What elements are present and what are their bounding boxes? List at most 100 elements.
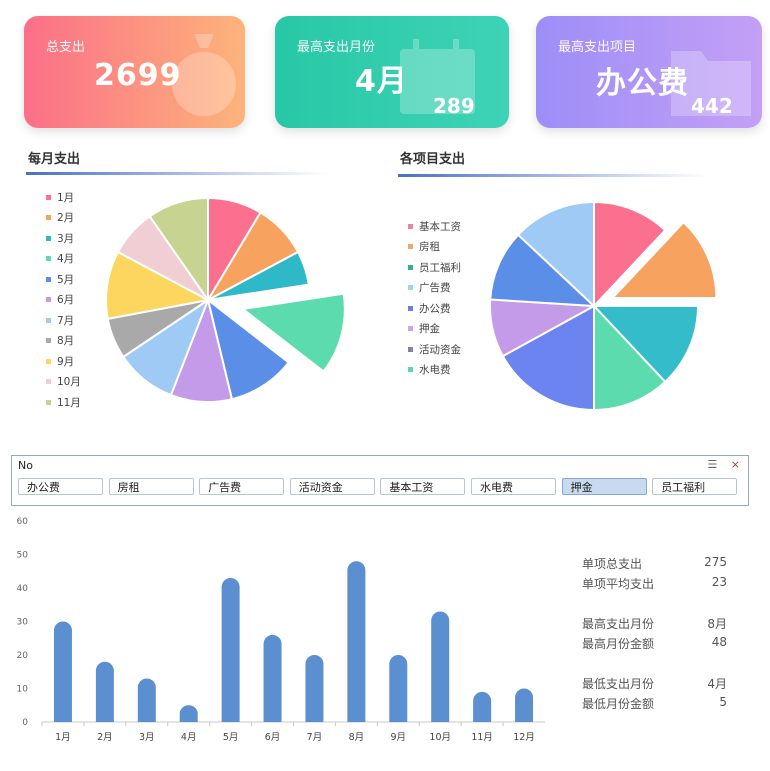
- total-expense-value: 2699: [94, 58, 182, 93]
- bar-chart-x-tick: 5月: [223, 732, 239, 743]
- monthly-legend-item: 11月: [46, 392, 81, 413]
- money-bag-icon: [172, 34, 236, 116]
- monthly-legend-swatch: [46, 194, 51, 200]
- monthly-pie-slice: [105, 250, 211, 321]
- bar-chart-x-tick: 10月: [429, 732, 451, 743]
- monthly-legend-item: 9月: [46, 351, 81, 372]
- single-total-value: 275: [704, 555, 727, 569]
- bar: [53, 621, 72, 722]
- item-legend-item: 员工福利: [408, 257, 461, 278]
- top-month-label: 最高支出月份: [297, 40, 376, 55]
- bar-chart-x-tick: 1月: [55, 732, 71, 743]
- monthly-legend-item: 8月: [46, 331, 81, 352]
- monthly-pie-slice: [206, 297, 291, 401]
- monthly-legend-item: 6月: [46, 290, 81, 311]
- bar: [263, 634, 282, 722]
- slicer-header: No: [18, 459, 33, 472]
- item-pie-slice: [501, 304, 595, 412]
- monthly-legend-item: 10月: [46, 372, 81, 393]
- monthly-legend-item: 5月: [46, 269, 81, 290]
- monthly-title-underline: [26, 172, 326, 175]
- bar-chart-y-tick: 40: [17, 584, 29, 594]
- slicer-option[interactable]: 广告费: [199, 478, 285, 495]
- bar-chart-x-tick: 8月: [349, 732, 365, 743]
- monthly-legend-label: 3月: [57, 232, 75, 245]
- slicer-option[interactable]: 员工福利: [652, 478, 738, 495]
- slicer-option[interactable]: 水电费: [471, 478, 556, 495]
- bar: [515, 688, 534, 722]
- item-legend-swatch: [408, 346, 413, 352]
- item-legend-swatch: [408, 244, 413, 250]
- slicer-option[interactable]: 办公费: [18, 478, 103, 495]
- item-legend-item: 基本工资: [408, 216, 461, 237]
- slicer-option[interactable]: 基本工资: [380, 478, 466, 495]
- bar-chart-x-tick: 3月: [139, 732, 155, 743]
- top-month-amount: 289: [433, 94, 475, 118]
- monthly-legend-item: 3月: [46, 228, 81, 249]
- monthly-legend-item: 4月: [46, 249, 81, 270]
- monthly-legend-label: 10月: [57, 376, 81, 389]
- item-legend-label: 基本工资: [419, 220, 461, 233]
- monthly-legend-swatch: [46, 358, 51, 364]
- slicer-option[interactable]: 押金: [561, 478, 647, 495]
- single-avg-value: 23: [711, 575, 727, 589]
- item-legend-swatch: [408, 326, 413, 332]
- item-pie-slice: [593, 303, 667, 412]
- min-month-label: 最低支出月份: [582, 677, 655, 691]
- folder-icon: [671, 51, 751, 116]
- item-legend-label: 办公费: [419, 302, 451, 315]
- slicer-option[interactable]: 房租: [108, 478, 194, 495]
- item-pie-slice: [591, 305, 700, 384]
- total-expense-card: 总支出 2699: [24, 16, 245, 128]
- slicer-tools: ☰ ⨯: [707, 458, 740, 471]
- item-legend-label: 广告费: [419, 282, 451, 295]
- bar-chart-y-tick: 60: [17, 517, 29, 527]
- monthly-expense-title: 每月支出: [28, 152, 81, 167]
- slicer-option[interactable]: 活动资金: [289, 478, 375, 495]
- item-pie-legend: 基本工资 房租 员工福利 广告费 办公费 押金 活动资金 水电费: [408, 216, 461, 380]
- bar-chart-x-tick: 6月: [265, 732, 281, 743]
- top-month-value: 4月: [355, 64, 408, 99]
- bar: [389, 655, 408, 722]
- bar-chart-x-tick: 2月: [97, 732, 113, 743]
- bar-chart-y-tick: 30: [17, 618, 29, 628]
- item-legend-swatch: [408, 285, 413, 291]
- item-title-underline: [398, 174, 708, 177]
- single-avg-label: 单项平均支出: [582, 577, 655, 591]
- bar-chart-y-tick: 0: [22, 718, 28, 728]
- max-amount-label: 最高月份金额: [582, 637, 655, 651]
- item-legend-item: 水电费: [408, 360, 461, 381]
- monthly-legend-swatch: [46, 338, 51, 344]
- clear-filter-icon[interactable]: ⨯: [730, 458, 740, 471]
- item-legend-label: 水电费: [419, 364, 451, 377]
- monthly-pie-legend: 1月 2月 3月 4月 5月 6月 7月 8月 9月 10月 11月: [46, 187, 81, 413]
- monthly-legend-label: 6月: [57, 294, 75, 307]
- monthly-legend-swatch: [46, 379, 51, 385]
- bar: [137, 678, 156, 722]
- multi-select-icon[interactable]: ☰: [707, 458, 718, 471]
- bar-chart-y-tick: 10: [17, 685, 29, 695]
- bar-chart-x-tick: 11月: [471, 732, 493, 743]
- bar: [347, 561, 366, 722]
- single-total-label: 单项总支出: [582, 557, 643, 571]
- monthly-legend-label: 5月: [57, 273, 75, 286]
- bar-chart-x-tick: 12月: [513, 732, 535, 743]
- item-pie-chart: [489, 200, 718, 412]
- max-month-value: 8月: [707, 617, 727, 631]
- monthly-legend-label: 2月: [57, 212, 75, 225]
- monthly-pie-chart: [105, 196, 346, 403]
- monthly-legend-swatch: [46, 235, 51, 241]
- monthly-legend-item: 2月: [46, 208, 81, 229]
- top-item-label: 最高支出项目: [558, 40, 637, 55]
- bar: [473, 691, 492, 722]
- bar: [431, 611, 450, 722]
- bar: [95, 661, 114, 722]
- max-amount-value: 48: [711, 635, 727, 649]
- item-legend-swatch: [408, 264, 413, 270]
- bar: [221, 577, 240, 722]
- monthly-legend-item: 7月: [46, 310, 81, 331]
- item-pie-slice: [610, 220, 718, 300]
- min-amount-value: 5: [719, 695, 727, 709]
- item-legend-item: 押金: [408, 319, 461, 340]
- bar-chart-y-tick: 20: [17, 651, 29, 661]
